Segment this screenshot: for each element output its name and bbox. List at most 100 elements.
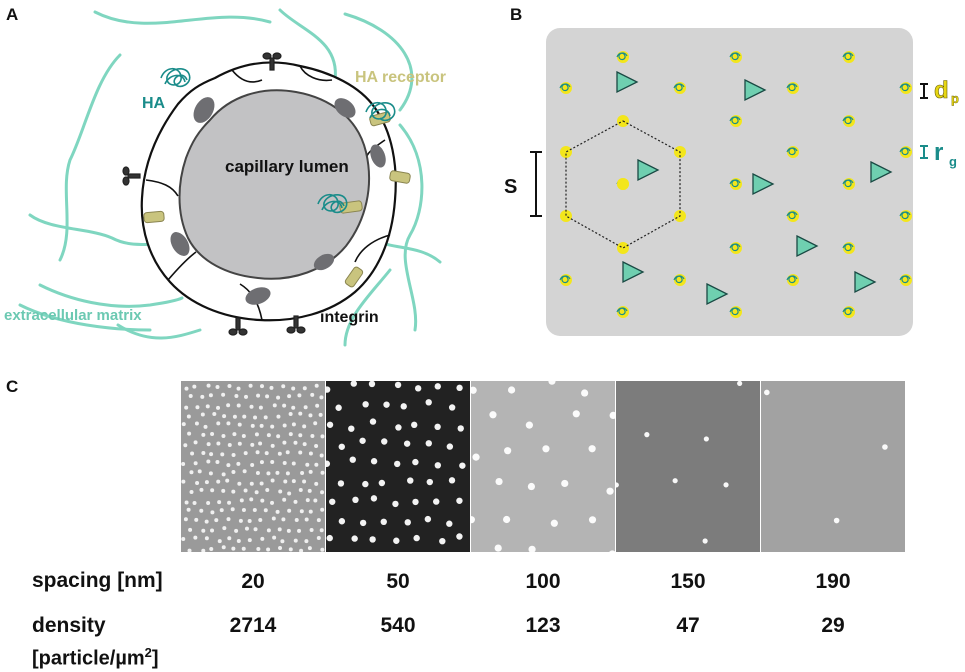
nanoparticle-dot bbox=[424, 515, 432, 523]
micrograph-background bbox=[616, 381, 760, 552]
nanoparticle-dot bbox=[239, 498, 244, 503]
nanoparticle-dot bbox=[283, 479, 288, 484]
nanoparticle-dot bbox=[494, 544, 502, 552]
nanoparticle-dot bbox=[305, 498, 310, 503]
nanoparticle-dot bbox=[456, 497, 463, 504]
nanoparticle-dot bbox=[250, 463, 255, 468]
ligand-coil bbox=[673, 83, 685, 92]
nanoparticle-dot bbox=[188, 393, 193, 398]
nanoparticle-dot bbox=[287, 491, 292, 496]
nanoparticle-dot bbox=[542, 445, 550, 453]
density-row-label: density bbox=[32, 614, 106, 637]
nanoparticle-dot bbox=[456, 533, 463, 540]
nanoparticle-dot bbox=[572, 410, 580, 418]
nanoparticle-dot bbox=[315, 403, 320, 408]
ligand-coil bbox=[786, 275, 798, 284]
nanoparticle-dot bbox=[200, 394, 205, 399]
nanoparticle-dot bbox=[413, 534, 420, 542]
nanoparticle-dot bbox=[250, 423, 255, 428]
nanoparticle-dot bbox=[394, 460, 401, 468]
nanoparticle-dot bbox=[242, 469, 247, 474]
nanoparticle-dot bbox=[527, 482, 536, 491]
nanoparticle-dot bbox=[272, 535, 277, 540]
gold-particle-center bbox=[617, 178, 629, 190]
nanoparticle-dot bbox=[319, 528, 324, 533]
nanoparticle-dot bbox=[434, 423, 441, 431]
nanoparticle-dot bbox=[403, 440, 411, 447]
nanoparticle-dot bbox=[335, 404, 342, 411]
nanoparticle-dot bbox=[314, 383, 319, 388]
ligand-triangle bbox=[622, 260, 645, 284]
nanoparticle-dot bbox=[298, 433, 303, 438]
nanoparticle-dot bbox=[369, 536, 376, 543]
nanoparticle-dot bbox=[329, 498, 336, 505]
nanoparticle-dot bbox=[193, 440, 198, 445]
extracellular-matrix-label: extracellular matrix bbox=[4, 307, 142, 324]
nanoparticle-dot bbox=[266, 528, 271, 533]
nanoparticle-dot bbox=[359, 519, 367, 527]
nanoparticle-dot bbox=[293, 440, 298, 445]
nanoparticle-dot bbox=[226, 463, 231, 468]
nanoparticle-dot bbox=[189, 470, 194, 475]
nanoparticle-dot bbox=[288, 432, 293, 437]
nanoparticle-dot bbox=[616, 482, 619, 488]
nanoparticle-dot bbox=[291, 479, 296, 484]
spacing-row-label: spacing [nm] bbox=[32, 569, 163, 592]
nanoparticle-dot bbox=[287, 394, 292, 399]
nanoparticle-dot bbox=[189, 490, 194, 495]
density-value-5: 29 bbox=[821, 614, 845, 637]
nanoparticle-dot bbox=[237, 422, 242, 427]
nanoparticle-dot bbox=[215, 385, 220, 390]
ligand-coil bbox=[842, 179, 854, 188]
nanoparticle-dot bbox=[305, 462, 310, 467]
nanoparticle-dot bbox=[433, 498, 440, 505]
nanoparticle-dot bbox=[232, 414, 237, 419]
nanoparticle-dot bbox=[278, 545, 283, 550]
ligand-coil bbox=[842, 116, 854, 125]
nanoparticle-dot bbox=[400, 403, 407, 410]
dp-bracket bbox=[920, 83, 928, 99]
ha-receptor-label: HA receptor bbox=[355, 69, 446, 86]
nanoparticle-dot bbox=[352, 496, 359, 504]
nanoparticle-dot bbox=[380, 518, 387, 526]
matrix-fibers bbox=[18, 8, 442, 347]
spacing-bracket bbox=[530, 151, 542, 217]
nanoparticle-dot bbox=[249, 481, 254, 486]
nanoparticle-dot bbox=[264, 451, 269, 456]
nanoparticle-dot bbox=[259, 384, 264, 389]
micrograph-4 bbox=[616, 381, 760, 552]
nanoparticle-dot bbox=[212, 412, 217, 417]
nanoparticle-dot bbox=[266, 547, 271, 552]
nanoparticle-dot bbox=[495, 477, 503, 486]
gold-particle bbox=[560, 210, 572, 222]
nanoparticle-dot bbox=[256, 546, 261, 551]
nanoparticle-dot bbox=[204, 536, 209, 541]
nanoparticle-dot bbox=[326, 421, 334, 428]
spacing-value-3: 100 bbox=[525, 570, 561, 593]
nanoparticle-dot bbox=[282, 423, 287, 428]
nanoparticle-dot bbox=[308, 469, 313, 474]
ligand-coil bbox=[729, 307, 741, 316]
nanoparticle-dot bbox=[194, 517, 199, 522]
nanoparticle-dot bbox=[281, 384, 286, 389]
nanoparticle-dot bbox=[216, 405, 221, 410]
nanoparticle-dot bbox=[209, 452, 214, 457]
ligand-triangle bbox=[854, 270, 877, 294]
nanoparticle-dot bbox=[221, 392, 226, 397]
nanoparticle-dot bbox=[214, 518, 219, 523]
nanoparticle-dot bbox=[204, 480, 209, 485]
nanoparticle-dot bbox=[255, 450, 260, 455]
nanoparticle-dot bbox=[216, 479, 221, 484]
ligand-coil bbox=[616, 52, 628, 61]
nanoparticle-dot bbox=[723, 482, 729, 488]
nanoparticle-dot bbox=[227, 383, 232, 388]
nanoparticle-dot bbox=[282, 403, 287, 408]
nanoparticle-dot bbox=[310, 434, 315, 439]
nanoparticle-dot bbox=[439, 537, 446, 545]
nanoparticle-dot bbox=[206, 501, 211, 506]
panel-b-letter: B bbox=[510, 5, 523, 24]
nanoparticle-dot bbox=[299, 548, 304, 552]
nanoparticle-dot bbox=[314, 481, 319, 486]
nanoparticle-dot bbox=[270, 459, 275, 464]
nanoparticle-dot bbox=[234, 393, 239, 398]
